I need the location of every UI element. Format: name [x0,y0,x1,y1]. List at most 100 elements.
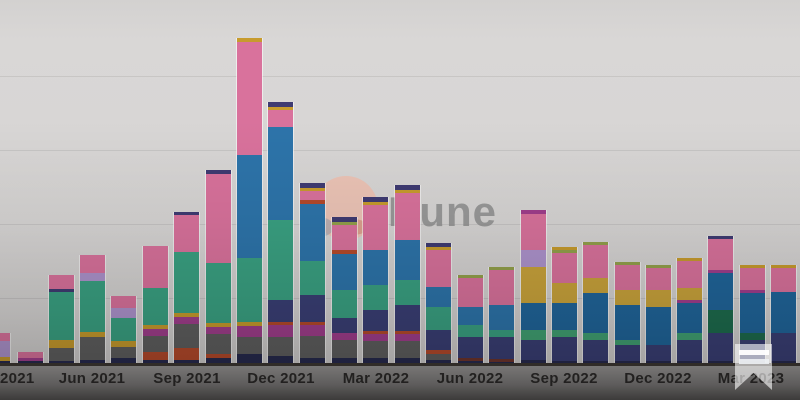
bar-segment-teal [332,290,357,318]
bar-segment-teal [458,325,483,337]
bar-segment-navyStripe [206,170,231,174]
bar-jun-2022 [457,275,484,365]
bar-segment-pink [708,239,733,270]
bar-segment-gold [143,325,168,329]
x-axis-strip: 2021 Jun 2021 Sep 2021 Dec 2021 Mar 2022 Jun … [0,366,800,400]
gridline [0,150,800,151]
bar-segment-navyStripe [363,197,388,202]
bar-segment-teal [49,292,74,340]
bar-segment-gold [268,107,293,110]
bar-segment-indigo [395,305,420,331]
bar-segment-magenta [143,329,168,336]
bar-segment-red [300,322,325,325]
bar-segment-navy [174,360,199,365]
bar-segment-indigo [268,300,293,322]
bar-segment-pink [143,246,168,288]
bar-segment-blue2 [646,307,671,345]
bar-jul-2022 [488,267,515,365]
bar-segment-indigo [458,337,483,358]
bar-segment-pink [111,296,136,308]
bar-segment-teal [206,263,231,323]
bar-segment-gold [111,341,136,347]
bar-segment-indigo [677,340,702,361]
bar-segment-green2 [615,340,640,345]
bar-segment-yellow [583,278,608,293]
bar-oct-2021 [205,170,232,365]
bar-segment-pink [583,245,608,278]
bar-sep-2022 [551,247,578,365]
bar-segment-pink [740,268,765,290]
bar-segment-darkgreen [740,333,765,340]
bar-segment-red [300,200,325,204]
bar-segment-navy [395,358,420,365]
bar-segment-gray [174,324,199,348]
bar-segment-pink [206,174,231,263]
bar-segment-gold [426,247,451,250]
bar-segment-navyStripe [708,236,733,239]
bar-segment-blue [237,155,262,258]
bar-segment-indigo [583,340,608,361]
bar-segment-indigo [708,333,733,361]
bar-segment-green [458,275,483,278]
bar-segment-indigo [552,337,577,361]
bar-segment-navy [80,360,105,365]
bar-segment-green [552,250,577,253]
bar-segment-indigo [646,345,671,361]
bar-segment-teal [111,318,136,341]
bar-segment-teal [363,285,388,310]
bar-jul-2021 [110,296,137,365]
bar-segment-blue2 [552,303,577,330]
bar-segment-navyStripe [268,102,293,107]
bar-segment-gold [206,323,231,327]
bar-may-2021 [48,275,75,365]
bar-segment-gray [206,334,231,354]
bar-segment-blue2 [583,293,608,333]
bar-segment-navy [332,358,357,365]
bar-segment-green2 [583,333,608,340]
bar-segment-navyStripe [174,212,199,215]
bar-segment-gold [0,357,10,361]
bar-segment-teal [80,281,105,332]
bar-segment-magenta [300,325,325,336]
bar-dec-2021 [267,102,294,365]
bar-feb-2022 [331,217,358,365]
gridline [0,76,800,77]
bar-segment-lavender [111,308,136,318]
bar-segment-lavender [80,273,105,281]
bar-segment-green [646,265,671,268]
bar-segment-green2 [677,333,702,340]
bar-segment-red [174,348,199,360]
bar-segment-blue2 [708,273,733,310]
bar-segment-navy [206,358,231,365]
bar-segment-blue [300,204,325,261]
bar-nov-2022 [614,262,641,365]
bar-segment-teal [395,280,420,305]
bar-segment-blue [395,240,420,280]
bar-segment-red [143,352,168,360]
bar-segment-pink [18,352,43,358]
bar-segment-blue2 [771,292,796,333]
bar-segment-pink [80,255,105,273]
bar-segment-pink [552,253,577,283]
bar-segment-navy [426,360,451,365]
bar-segment-magenta [18,358,43,361]
bar-segment-yellow [521,267,546,303]
bar-segment-magenta [677,300,702,303]
bar-segment-navy [237,354,262,365]
bar-segment-pink [771,268,796,292]
bar-segment-gray [363,341,388,358]
bar-segment-indigo [771,333,796,361]
bar-segment-gold [771,265,796,268]
bar-segment-gray [237,337,262,354]
bar-segment-teal [143,288,168,325]
bar-segment-teal [489,330,514,337]
bar-segment-pink [332,225,357,250]
bar-oct-2022 [582,242,609,365]
bar-segment-magenta [521,210,546,214]
bar-mar-2023 [739,265,766,365]
bar-segment-blue [426,287,451,307]
x-tick-label: Jun 2021 [58,370,126,387]
bar-segment-gold [677,258,702,261]
bar-segment-blue2 [615,305,640,340]
bar-may-2022 [425,243,452,365]
